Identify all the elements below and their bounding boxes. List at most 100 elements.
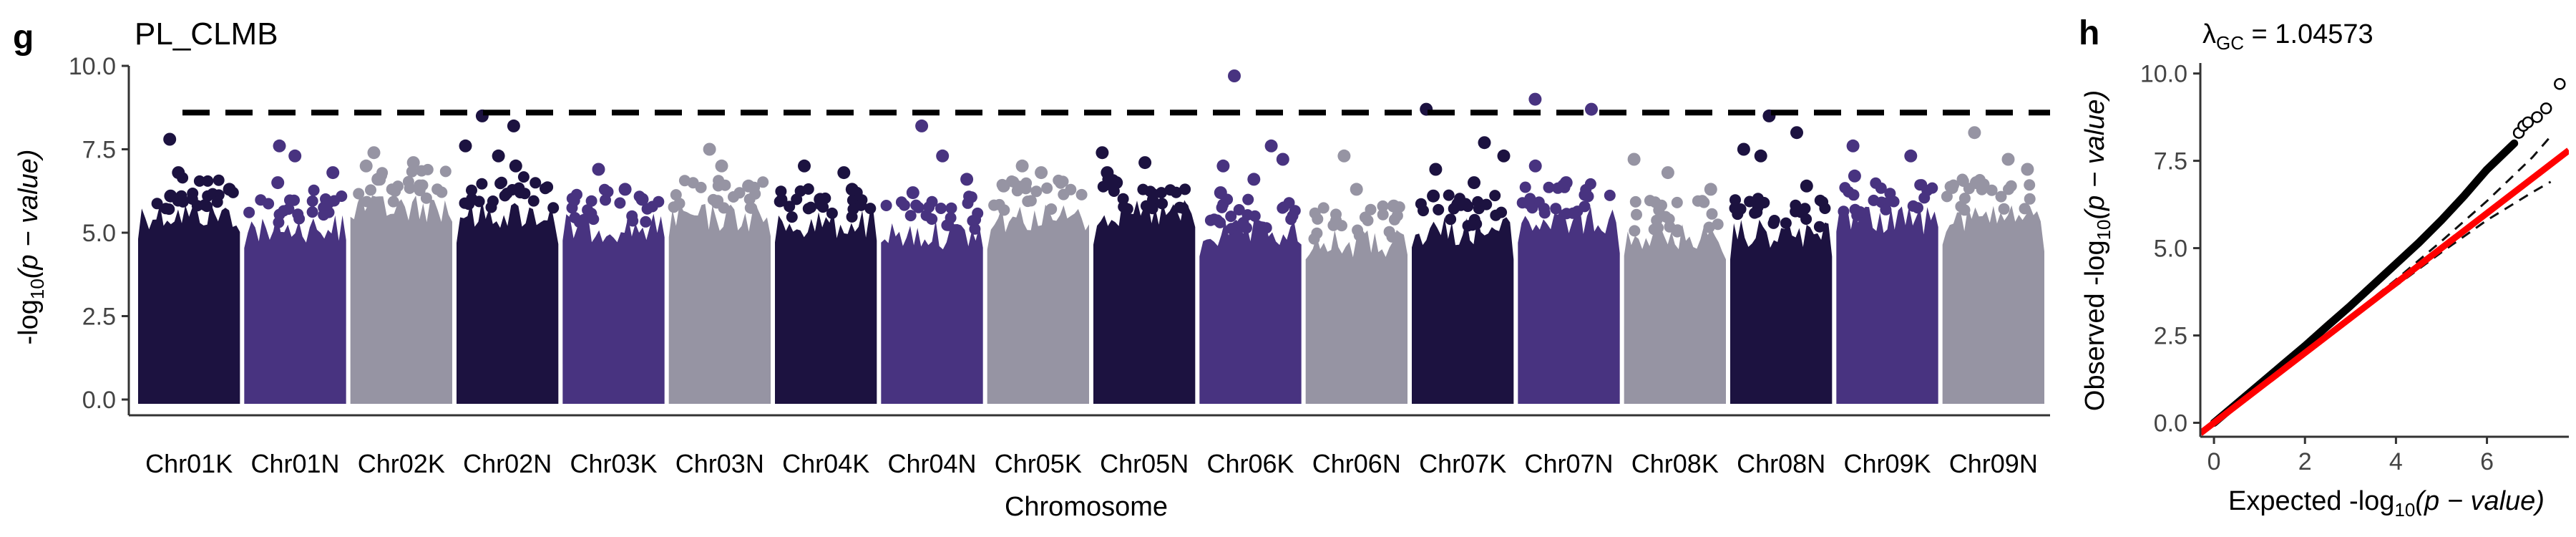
manhattan-point: [1580, 184, 1592, 195]
qq-x-ticks: 0 2 4 6: [2207, 437, 2494, 475]
manhattan-point: [1849, 203, 1861, 216]
manhattan-point: [361, 195, 373, 208]
manhattan-point: [1030, 185, 1043, 198]
manhattan-peak-point: [1216, 159, 1230, 173]
manhattan-point: [306, 195, 318, 207]
manhattan-point: [1958, 193, 1971, 204]
manhattan-point: [1352, 224, 1364, 236]
manhattan-point: [1216, 201, 1228, 213]
manhattan-point: [476, 178, 488, 190]
manhattan-x-tick-label: Chr02N: [463, 449, 552, 478]
manhattan-point: [1226, 223, 1238, 235]
manhattan-point: [847, 203, 859, 216]
manhattan-point: [1445, 213, 1457, 226]
manhattan-point: [898, 199, 910, 211]
manhattan-point: [1838, 205, 1850, 218]
manhattan-point: [1629, 195, 1641, 208]
manhattan-point: [151, 198, 163, 210]
manhattan-point: [1308, 233, 1320, 245]
manhattan-ylabel-suffix: (p − value): [14, 150, 44, 279]
manhattan-peak-point: [507, 119, 520, 132]
manhattan-point: [1241, 209, 1254, 221]
manhattan-point: [945, 212, 957, 224]
manhattan-point: [802, 203, 814, 215]
manhattan-point: [1767, 217, 1780, 229]
manhattan-peak-point: [164, 189, 177, 203]
manhattan-peak-point: [906, 186, 919, 200]
manhattan-point: [1692, 195, 1704, 207]
manhattan-x-tick-label: Chr08N: [1737, 449, 1825, 478]
manhattan-point: [585, 195, 597, 207]
manhattan-point: [1045, 203, 1058, 215]
manhattan-point: [923, 201, 935, 213]
manhattan-point: [202, 175, 214, 187]
manhattan-point: [1656, 199, 1667, 211]
qq-reference-line: [2200, 147, 2569, 436]
manhattan-peak-point: [618, 183, 632, 196]
manhattan-point: [1780, 217, 1792, 229]
manhattan-point: [935, 203, 947, 214]
manhattan-point: [1377, 208, 1389, 221]
manhattan-point: [757, 176, 769, 188]
manhattan-point: [320, 199, 331, 211]
manhattan-x-tick-label: Chr03N: [675, 449, 764, 478]
manhattan-x-tick-label: Chr01N: [250, 449, 339, 478]
manhattan-point: [1998, 203, 2010, 215]
manhattan-peak-point: [915, 119, 929, 132]
manhattan-x-tick-label: Chr05N: [1100, 449, 1189, 478]
manhattan-point: [1330, 214, 1342, 226]
manhattan-point: [175, 194, 187, 206]
manhattan-point: [1550, 203, 1562, 215]
manhattan-point: [826, 207, 838, 219]
qq-x-tick-label: 2: [2298, 448, 2312, 475]
manhattan-point: [743, 193, 756, 205]
manhattan-chromosome-band: [562, 213, 665, 404]
manhattan-x-tick-label: Chr05K: [995, 449, 1082, 478]
manhattan-peak-point: [1968, 126, 1981, 140]
qq-lambda-sub: GC: [2216, 32, 2244, 54]
manhattan-x-tick-label: Chr07N: [1524, 449, 1613, 478]
manhattan-peak-point: [326, 166, 340, 180]
manhattan-point: [571, 188, 582, 200]
manhattan-peak-point: [1478, 136, 1491, 150]
manhattan-plot-area: [138, 69, 2050, 404]
manhattan-y-ticks: 0.0 2.5 5.0 7.5 10.0: [69, 53, 129, 414]
manhattan-point: [2019, 203, 2031, 215]
qq-panel: h λGC = 1.04573 0.0 2.5 5.0 7.5 10.0 0 2 4 6 Ob…: [2079, 14, 2569, 521]
manhattan-point: [1671, 196, 1683, 208]
manhattan-point: [912, 201, 924, 213]
manhattan-peak-point: [492, 149, 505, 163]
manhattan-point: [365, 184, 376, 196]
manhattan-chromosome-band: [1518, 205, 1620, 404]
qq-plot-area: [2200, 78, 2569, 436]
manhattan-point: [880, 200, 892, 211]
manhattan-peak-point: [1101, 166, 1114, 180]
panel-label-h: h: [2079, 14, 2099, 52]
manhattan-peak-point: [1585, 102, 1598, 116]
manhattan-point: [904, 210, 917, 222]
manhattan-point: [1672, 226, 1683, 238]
manhattan-point: [318, 209, 330, 221]
manhattan-point: [614, 197, 626, 209]
manhattan-point: [1490, 209, 1502, 221]
manhattan-peak-point: [1559, 176, 1573, 190]
manhattan-point: [1362, 214, 1374, 226]
manhattan-point: [293, 213, 306, 225]
manhattan-x-tick-label: Chr07K: [1419, 449, 1506, 478]
manhattan-point: [1706, 208, 1718, 220]
manhattan-point: [163, 203, 175, 216]
manhattan-point: [1800, 213, 1813, 225]
qq-outlier-point: [2554, 78, 2566, 90]
manhattan-point: [1480, 198, 1493, 211]
manhattan-peak-point: [172, 166, 185, 180]
manhattan-chromosome-band: [987, 204, 1089, 404]
manhattan-point: [1956, 173, 1968, 185]
manhattan-point: [687, 177, 699, 189]
manhattan-peak-point: [1497, 149, 1511, 163]
manhattan-point: [646, 200, 658, 213]
manhattan-point: [1278, 201, 1289, 213]
manhattan-x-axis-label: Chromosome: [1005, 492, 1168, 522]
manhattan-point: [1523, 198, 1535, 210]
manhattan-point: [988, 199, 1000, 211]
